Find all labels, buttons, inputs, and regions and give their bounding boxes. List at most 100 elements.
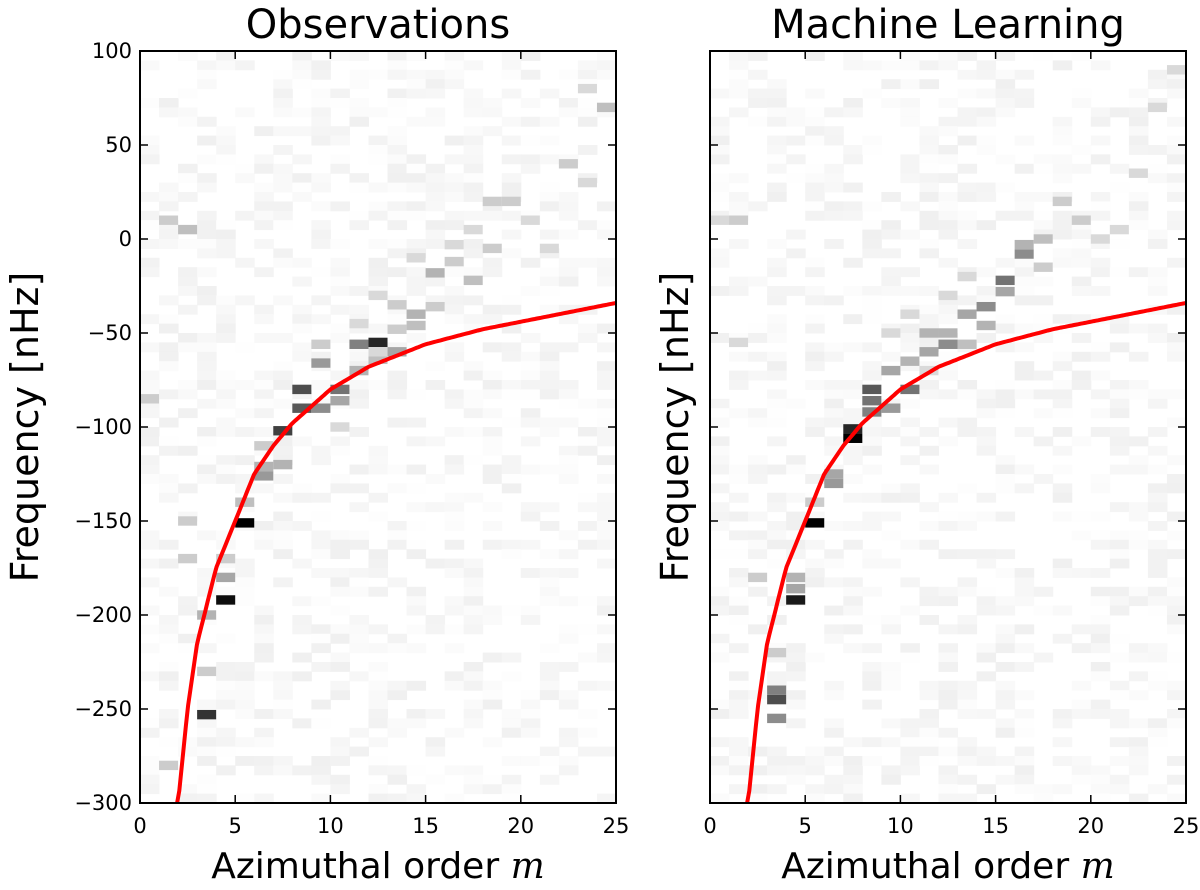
- heatmap-cell: [501, 196, 521, 207]
- heatmap-cell: [862, 384, 882, 395]
- plot-area: [710, 51, 1186, 803]
- x-axis-label-text: Azimuthal order: [211, 846, 510, 887]
- heatmap-cell: [881, 328, 901, 338]
- heatmap-cell: [425, 301, 445, 312]
- heatmap-cell: [881, 365, 901, 376]
- heatmap-cell: [1033, 262, 1053, 272]
- heatmap-cell: [197, 666, 217, 677]
- heatmap-cell: [1071, 215, 1091, 225]
- heatmap-cell: [197, 709, 217, 720]
- heatmap-cell: [957, 309, 977, 319]
- heatmap-cell: [596, 102, 616, 113]
- heatmap-cell: [235, 518, 255, 528]
- heatmap-cell: [919, 347, 939, 357]
- y-tick-label: 0: [119, 227, 132, 251]
- heatmap-cell: [558, 159, 578, 169]
- heatmap-cell: [178, 224, 198, 235]
- heatmap-cell: [938, 339, 958, 349]
- x-tick-label: 5: [229, 814, 242, 838]
- heatmap-cell: [577, 83, 597, 94]
- heatmap-cell: [767, 647, 787, 658]
- heatmap-cell: [368, 347, 388, 357]
- panel-observations: 0 5 10 15 20 25 100 50 0 −50 −100 −150 −200 −250 −300 O…: [3, 2, 629, 887]
- heatmap-cell: [843, 433, 863, 443]
- heatmap-cell: [406, 253, 426, 263]
- heatmap-cell: [349, 339, 369, 349]
- heatmap-cell: [938, 290, 958, 301]
- heatmap-cell: [349, 318, 369, 329]
- chart-title: Machine Learning: [771, 2, 1125, 48]
- heatmap-cell: [254, 471, 274, 481]
- y-axis-label: Frequency [nHz]: [3, 272, 47, 583]
- heatmap-cell: [387, 324, 407, 334]
- heatmap-cell: [1147, 102, 1167, 113]
- heatmap-cell: [900, 356, 920, 366]
- heatmap-cell: [311, 358, 331, 368]
- panel-machine-learning: 0 5 10 15 20 25 Machine Learning Azimuthal orde…: [653, 2, 1199, 887]
- heatmap-cell: [406, 309, 426, 319]
- heatmap-cell: [957, 339, 977, 349]
- heatmap-cell: [159, 215, 179, 225]
- background-noise: [710, 51, 1186, 803]
- heatmap-cell: [805, 518, 825, 528]
- x-axis-label-text: Azimuthal order: [781, 846, 1080, 887]
- x-tick-label: 0: [133, 814, 146, 838]
- heatmap-cell: [824, 469, 844, 479]
- heatmap-cell: [1052, 196, 1072, 207]
- heatmap-cell: [159, 760, 179, 771]
- y-axis-label: Frequency [nHz]: [653, 272, 697, 583]
- y-tick-label: −300: [74, 791, 132, 815]
- heatmap-cell: [463, 275, 483, 286]
- y-tick-label: −150: [74, 509, 132, 533]
- heatmap-cell: [311, 403, 331, 413]
- heatmap-cell: [881, 403, 901, 413]
- heatmap-cell: [843, 424, 863, 434]
- heatmap-cell: [254, 441, 274, 451]
- heatmap-cell: [786, 583, 806, 594]
- heatmap-cell: [862, 407, 882, 417]
- heatmap-cell: [444, 239, 464, 250]
- heatmap-cell: [311, 339, 331, 349]
- heatmap-cell: [1014, 239, 1034, 250]
- heatmap-cell: [216, 595, 236, 605]
- x-tick-label: 25: [1173, 814, 1200, 838]
- background-noise: [140, 51, 616, 803]
- heatmap-cell: [387, 347, 407, 357]
- heatmap-cell: [1128, 168, 1148, 178]
- y-tick-label: 100: [92, 39, 132, 63]
- heatmap-cell: [767, 694, 787, 705]
- heatmap-cell: [330, 422, 350, 432]
- heatmap-cell: [729, 337, 749, 348]
- x-tick-label: 0: [703, 814, 716, 838]
- heatmap-cell: [824, 478, 844, 489]
- heatmap-cell: [577, 177, 597, 188]
- dispersion-curve: [175, 300, 616, 803]
- x-tick-label: 25: [603, 814, 630, 838]
- heatmap-cell: [729, 215, 749, 225]
- y-tick-label: 50: [105, 133, 132, 157]
- dispersion-curve: [745, 300, 1186, 803]
- y-tick-label: −200: [74, 603, 132, 627]
- heatmap-cell: [330, 384, 350, 395]
- heatmap-cell: [1033, 234, 1053, 244]
- heatmap-cell: [710, 215, 730, 225]
- heatmap-cell: [368, 290, 388, 301]
- heatmap-cell: [140, 394, 160, 404]
- heatmap-cell: [786, 572, 806, 583]
- heatmap-cell: [957, 271, 977, 282]
- heatmap-cell: [1166, 65, 1186, 75]
- x-tick-label: 10: [887, 814, 914, 838]
- heatmap-cell: [273, 426, 293, 436]
- x-tick-label: 15: [412, 814, 439, 838]
- x-axis-label: Azimuthal order m: [211, 846, 544, 887]
- heatmap-cell: [178, 516, 198, 526]
- heatmap-cell: [387, 300, 407, 310]
- heatmap-cell: [273, 459, 293, 470]
- x-tick-label: 20: [1077, 814, 1104, 838]
- heatmap-cell: [862, 395, 882, 406]
- plot-area: [140, 51, 616, 803]
- heatmap-cell: [767, 713, 787, 724]
- heatmap-cell: [425, 268, 445, 278]
- heatmap-cell: [178, 553, 198, 564]
- heatmap-cell: [1090, 234, 1110, 244]
